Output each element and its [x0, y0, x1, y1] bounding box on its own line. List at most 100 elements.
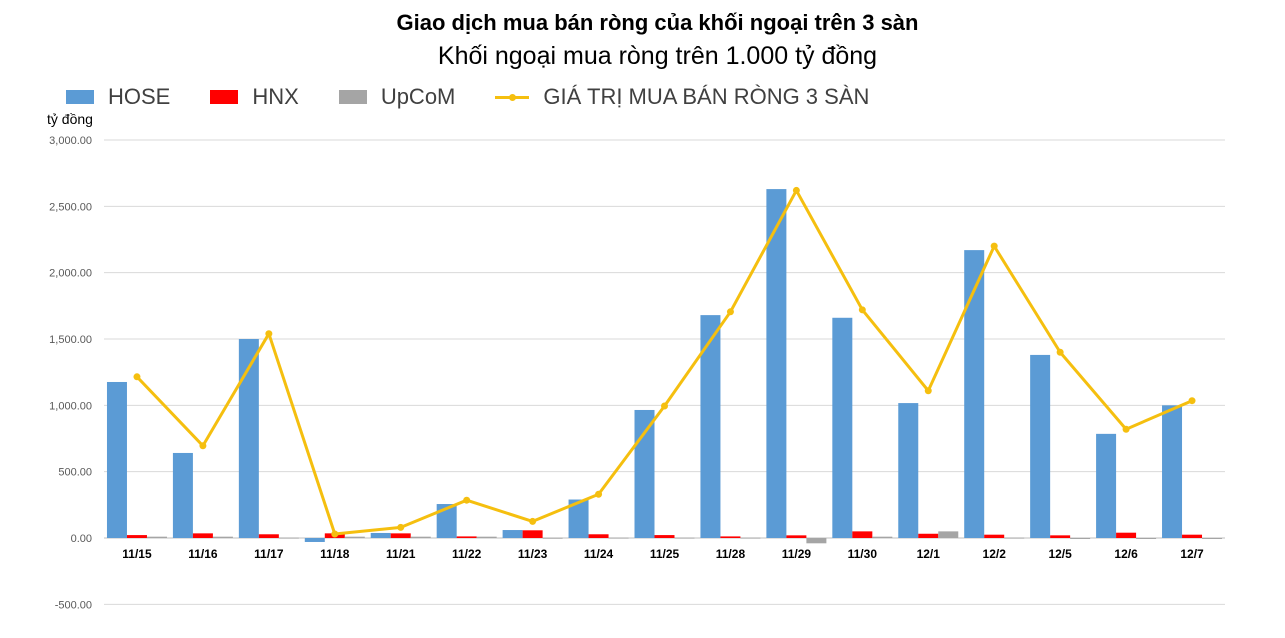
- bar-hose-11/21: [370, 532, 391, 538]
- total-point-11/25: [661, 402, 668, 410]
- total-point-11/21: [397, 523, 405, 531]
- bar-hnx-12/5: [1050, 535, 1071, 538]
- bar-hose-12/1: [898, 403, 919, 538]
- bar-upcom-11/17: [278, 537, 299, 539]
- bar-upcom-12/6: [1136, 538, 1157, 539]
- bar-hose-11/25: [634, 409, 655, 538]
- bar-hnx-12/1: [918, 533, 939, 538]
- bar-hose-11/24: [568, 499, 589, 538]
- legend-label-total: GIÁ TRỊ MUA BÁN RÒNG 3 SÀN: [543, 84, 870, 109]
- y-tick-label: 500.00: [58, 467, 92, 479]
- total-point-11/18: [331, 530, 339, 538]
- y-tick-label: 1,500.00: [49, 334, 92, 346]
- x-tick-label: 11/25: [650, 547, 680, 561]
- bar-upcom-11/23: [542, 537, 563, 539]
- bar-hose-12/6: [1096, 433, 1117, 538]
- y-tick-label: 1,000.00: [49, 400, 92, 412]
- x-tick-label: 11/24: [584, 547, 614, 561]
- x-tick-label: 12/6: [1114, 547, 1138, 561]
- bar-upcom-12/5: [1070, 538, 1091, 539]
- total-point-11/22: [463, 496, 471, 504]
- bar-hnx-11/15: [126, 535, 147, 538]
- bar-hose-12/5: [1030, 354, 1051, 538]
- bar-hnx-12/7: [1182, 534, 1203, 538]
- bar-hnx-11/23: [522, 530, 543, 538]
- total-point-11/23: [529, 517, 537, 525]
- bar-hose-11/28: [700, 315, 721, 538]
- bar-upcom-11/16: [212, 536, 233, 538]
- x-tick-label: 11/30: [848, 547, 878, 561]
- legend-swatch-hnx: [210, 90, 239, 104]
- legend-swatch-total: [495, 93, 530, 101]
- total-point-11/29: [792, 186, 800, 194]
- total-point-12/1: [924, 387, 932, 395]
- legend-label-hose: HOSE: [108, 84, 171, 109]
- bar-upcom-11/15: [146, 536, 167, 538]
- total-point-11/16: [199, 442, 207, 450]
- bar-hose-12/2: [964, 250, 985, 538]
- total-point-12/6: [1122, 425, 1130, 433]
- total-point-11/30: [858, 306, 866, 314]
- bar-hose-11/18: [304, 538, 325, 542]
- x-tick-label: 12/5: [1048, 547, 1072, 561]
- bar-upcom-11/24: [608, 537, 629, 539]
- bar-hnx-11/17: [258, 534, 279, 538]
- x-tick-label: 11/22: [452, 547, 482, 561]
- x-tick-label: 12/2: [983, 547, 1007, 561]
- bar-hnx-12/6: [1116, 532, 1137, 538]
- legend-item-hnx: HNX: [210, 84, 299, 110]
- legend-item-total: GIÁ TRỊ MUA BÁN RÒNG 3 SÀN: [495, 84, 869, 110]
- chart-subtitle: Khối ngoại mua ròng trên 1.000 tỷ đồng: [437, 42, 878, 70]
- total-point-12/5: [1056, 348, 1064, 356]
- bar-upcom-11/29: [806, 538, 827, 544]
- x-tick-label: 11/18: [320, 547, 350, 561]
- bar-hose-11/15: [106, 381, 127, 538]
- total-point-11/28: [726, 308, 734, 316]
- bar-upcom-11/22: [476, 536, 497, 538]
- chart-title: Giao dịch mua bán ròng của khối ngoại tr…: [396, 10, 919, 35]
- bar-hnx-11/30: [852, 531, 873, 538]
- legend-item-hose: HOSE: [66, 84, 170, 110]
- bar-upcom-11/18: [344, 536, 365, 538]
- bar-hnx-11/21: [390, 533, 411, 538]
- bar-hnx-12/2: [984, 534, 1005, 538]
- legend-swatch-hose: [66, 90, 94, 104]
- bar-upcom-12/2: [1004, 537, 1025, 539]
- x-tick-label: 11/21: [386, 547, 416, 561]
- bar-hnx-11/22: [456, 536, 477, 538]
- bar-hose-12/7: [1162, 405, 1183, 538]
- total-point-11/17: [265, 330, 273, 338]
- bar-hose-11/29: [766, 189, 787, 538]
- bar-hnx-11/24: [588, 534, 609, 538]
- legend-label-upcom: UpCoM: [380, 84, 456, 109]
- x-tick-label: 11/29: [782, 547, 812, 561]
- bar-hnx-11/29: [786, 535, 807, 538]
- legend-label-hnx: HNX: [252, 84, 299, 109]
- bar-upcom-11/30: [872, 536, 893, 538]
- bar-hose-11/16: [172, 452, 193, 538]
- bar-upcom-11/21: [410, 536, 431, 538]
- x-tick-label: 11/28: [716, 547, 746, 561]
- bar-upcom-11/28: [740, 537, 761, 539]
- y-tick-label: 0.00: [71, 533, 92, 545]
- y-tick-label: 2,500.00: [49, 201, 92, 213]
- x-tick-label: 11/23: [518, 547, 548, 561]
- bar-hose-11/23: [502, 530, 523, 538]
- bar-hose-11/30: [832, 317, 853, 538]
- bar-hnx-11/25: [654, 535, 675, 538]
- legend: HOSE HNX UpCoM GIÁ TRỊ MUA BÁN RÒNG 3 SÀ…: [66, 84, 909, 110]
- legend-item-upcom: UpCoM: [338, 84, 456, 110]
- total-point-11/24: [595, 490, 603, 498]
- y-axis-unit-label: tỷ đồng: [47, 111, 93, 127]
- x-tick-label: 12/1: [917, 547, 941, 561]
- x-tick-label: 11/16: [188, 547, 218, 561]
- total-point-12/2: [990, 242, 998, 250]
- bar-upcom-12/1: [938, 531, 959, 538]
- y-tick-label: 3,000.00: [49, 135, 92, 147]
- legend-swatch-upcom: [338, 90, 367, 104]
- bar-hose-11/17: [238, 339, 259, 538]
- bar-hnx-11/16: [192, 533, 213, 538]
- x-tick-label: 11/17: [254, 547, 284, 561]
- bar-upcom-12/7: [1202, 538, 1223, 539]
